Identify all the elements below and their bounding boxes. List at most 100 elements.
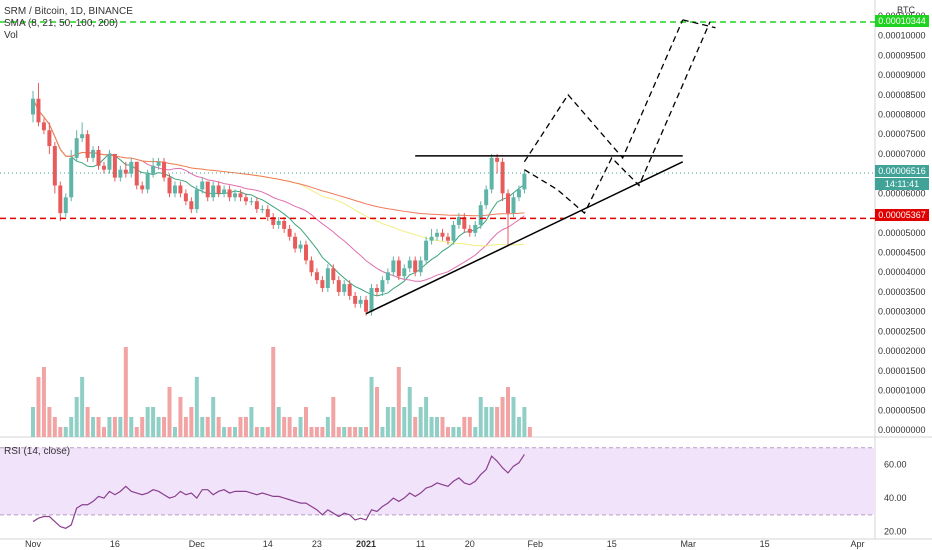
candle-body (69, 157, 74, 198)
y-tick-label: 0.00000000 (878, 425, 926, 435)
candle-body (31, 98, 35, 115)
volume-bar (424, 397, 429, 437)
candle-body (249, 201, 254, 203)
rsi-tick-label: 20.00 (884, 527, 907, 537)
volume-bar (287, 417, 292, 437)
volume-bar (233, 427, 238, 437)
volume-bar (80, 377, 85, 437)
candle-body (74, 138, 79, 158)
candle-body (233, 193, 238, 198)
volume-bar (31, 407, 35, 437)
candle-body (58, 185, 63, 214)
volume-bar (238, 417, 243, 437)
volume-bar (243, 417, 248, 437)
volume-bar (74, 397, 79, 437)
candle-body (445, 236, 450, 241)
y-tick-label: 0.00005000 (878, 228, 926, 238)
candle-body (336, 280, 341, 292)
candle-body (271, 217, 276, 225)
candle-body (385, 272, 390, 281)
current-price-tag: 0.00006516 (875, 165, 929, 177)
candle-body (407, 260, 412, 269)
volume-bar (413, 417, 418, 437)
support-price-tag: 0.00005367 (875, 209, 929, 221)
volume-bar (309, 427, 314, 437)
y-tick-label: 0.00003500 (878, 287, 926, 297)
projection-path-low (524, 21, 711, 215)
volume-bar (36, 377, 41, 437)
candle-body (364, 299, 369, 312)
candle-body (216, 185, 221, 194)
volume-bar (462, 417, 467, 437)
candle-body (451, 224, 456, 241)
volume-bar (145, 407, 150, 437)
volume-bar (456, 427, 461, 437)
candle-body (506, 193, 511, 214)
candle-body (118, 169, 123, 178)
candle-body (380, 280, 385, 292)
volume-bar (331, 397, 336, 437)
volume-bar (151, 407, 156, 437)
candle-body (238, 193, 243, 198)
volume-bar (140, 417, 145, 437)
y-tick-label: 0.00001500 (878, 366, 926, 376)
candle-body (456, 217, 461, 225)
volume-bar (325, 417, 330, 437)
volume-bar (205, 417, 210, 437)
candle-body (91, 149, 96, 158)
volume-bar (200, 417, 205, 437)
countdown-tag: 14:11:41 (875, 178, 929, 190)
candle-body (495, 157, 500, 162)
volume-bar (314, 427, 319, 437)
candle-body (413, 260, 418, 273)
volume-bar (293, 427, 298, 437)
volume-bar (260, 427, 265, 437)
candle-body (282, 220, 287, 229)
volume-bar (129, 417, 134, 437)
candle-body (396, 260, 401, 277)
rsi-legend: RSI (14, close) (4, 446, 71, 457)
volume-bar (527, 427, 532, 437)
candle-body (145, 173, 150, 190)
candle-body (211, 185, 216, 198)
candle-body (183, 193, 188, 202)
rsi-tick-label: 60.00 (884, 460, 907, 470)
volume-bar (276, 407, 281, 437)
volume-bar (85, 407, 90, 437)
candle-body (194, 189, 199, 210)
candle-body (200, 181, 205, 190)
candle-body (374, 288, 379, 292)
volume-bar (429, 417, 434, 437)
candle-body (440, 232, 445, 237)
candle-body (489, 157, 494, 190)
volume-bar (374, 387, 379, 437)
x-tick-label: 20 (465, 539, 475, 549)
volume-bar (484, 407, 489, 437)
symbol-title: SRM / Bitcoin, 1D, BINANCE (4, 6, 133, 17)
x-tick-label: 23 (312, 539, 322, 549)
candle-body (304, 244, 308, 261)
volume-bar (342, 427, 347, 437)
candle-body (391, 260, 396, 273)
y-tick-label: 0.00002500 (878, 326, 926, 336)
sma-legend: SMA (8, 21, 50, 100, 200) (4, 18, 118, 29)
candle-body (331, 268, 336, 281)
volume-bar (249, 407, 254, 437)
candle-body (342, 284, 347, 292)
candle-body (500, 161, 505, 194)
volume-bar (467, 417, 472, 437)
volume-bar (396, 367, 401, 437)
volume-bar (265, 427, 270, 437)
candle-body (178, 185, 183, 194)
ascending-trendline (365, 161, 684, 315)
x-tick-label: 11 (416, 539, 425, 549)
y-tick-label: 0.00009500 (878, 50, 926, 60)
volume-bar (347, 427, 352, 437)
candle-body (52, 146, 57, 186)
projection-arrow-head (682, 19, 716, 29)
candle-body (112, 153, 117, 178)
volume-bar (178, 397, 183, 437)
candle-body (309, 260, 314, 273)
volume-bar (522, 407, 527, 437)
